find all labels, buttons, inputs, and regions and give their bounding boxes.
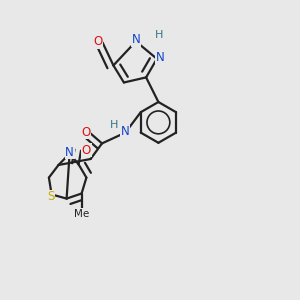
Text: O: O: [82, 143, 91, 157]
Text: O: O: [93, 35, 102, 48]
Text: H: H: [110, 120, 118, 130]
Text: N: N: [155, 51, 164, 64]
Text: N: N: [131, 33, 140, 46]
Text: Me: Me: [74, 208, 89, 219]
Text: N: N: [121, 125, 130, 138]
Text: H: H: [155, 30, 164, 40]
Text: N: N: [65, 146, 74, 159]
Text: S: S: [47, 190, 54, 203]
Text: O: O: [81, 126, 90, 139]
